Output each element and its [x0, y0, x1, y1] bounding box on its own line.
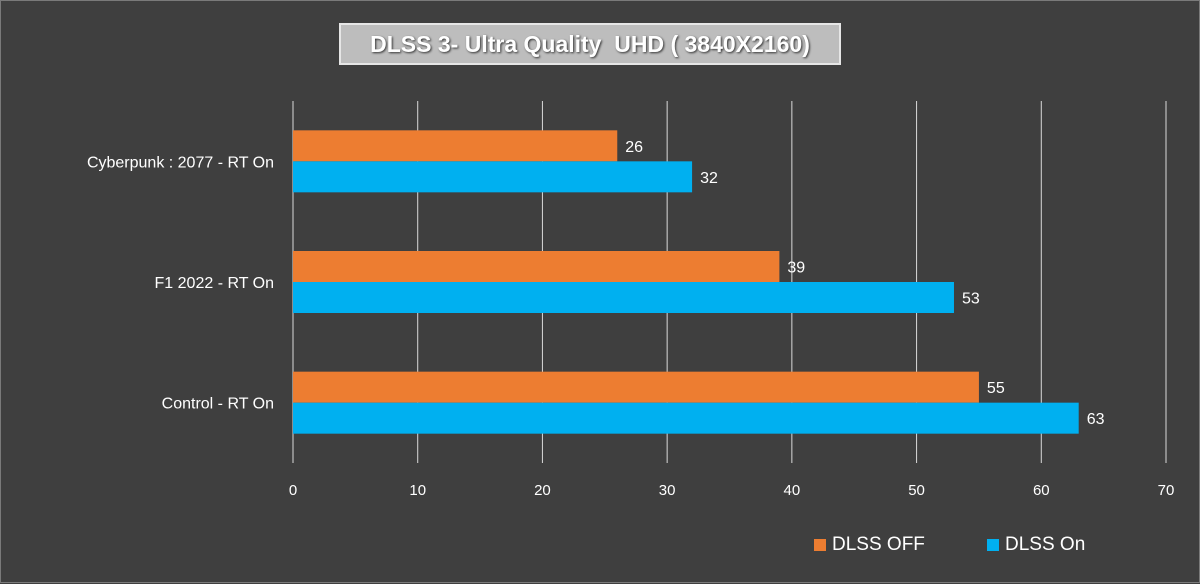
data-label-dlss-on-1: 53 — [962, 291, 980, 308]
x-tick-label-10: 10 — [409, 482, 426, 499]
legend-label-dlss-off: DLSS OFF — [832, 534, 925, 555]
bar-dlss-on-1 — [293, 282, 954, 313]
x-tick-label-30: 30 — [659, 482, 676, 499]
x-tick-label-70: 70 — [1158, 482, 1175, 499]
bar-dlss-on-0 — [293, 161, 693, 193]
x-tick-label-0: 0 — [289, 482, 297, 499]
bar-dlss-off-2 — [293, 371, 979, 403]
legend-swatch-dlss-on — [987, 539, 999, 551]
chart-title: DLSS 3- Ultra Quality UHD ( 3840X2160) — [370, 30, 810, 57]
x-tick-label-20: 20 — [534, 482, 551, 499]
category-label-1: F1 2022 - RT On — [155, 275, 274, 292]
legend-item-dlss-on: DLSS On — [987, 534, 1085, 556]
legend-item-dlss-off: DLSS OFF — [814, 534, 925, 556]
data-label-dlss-on-0: 32 — [700, 170, 718, 187]
data-label-dlss-on-2: 63 — [1087, 411, 1105, 428]
category-label-2: Control - RT On — [162, 396, 274, 413]
category-label-0: Cyberpunk : 2077 - RT On — [87, 154, 274, 171]
bar-dlss-off-0 — [293, 130, 618, 162]
data-label-dlss-off-0: 26 — [625, 139, 643, 156]
data-label-dlss-off-1: 39 — [787, 260, 805, 277]
x-tick-label-60: 60 — [1033, 482, 1050, 499]
legend-label-dlss-on: DLSS On — [1005, 534, 1086, 555]
x-tick-label-40: 40 — [784, 482, 801, 499]
bar-dlss-on-2 — [293, 402, 1079, 434]
x-tick-label-50: 50 — [908, 482, 925, 499]
bar-dlss-off-1 — [293, 251, 780, 282]
chart-title-box: DLSS 3- Ultra Quality UHD ( 3840X2160) — [339, 23, 841, 65]
data-label-dlss-off-2: 55 — [987, 380, 1005, 397]
legend-swatch-dlss-off — [814, 539, 826, 551]
